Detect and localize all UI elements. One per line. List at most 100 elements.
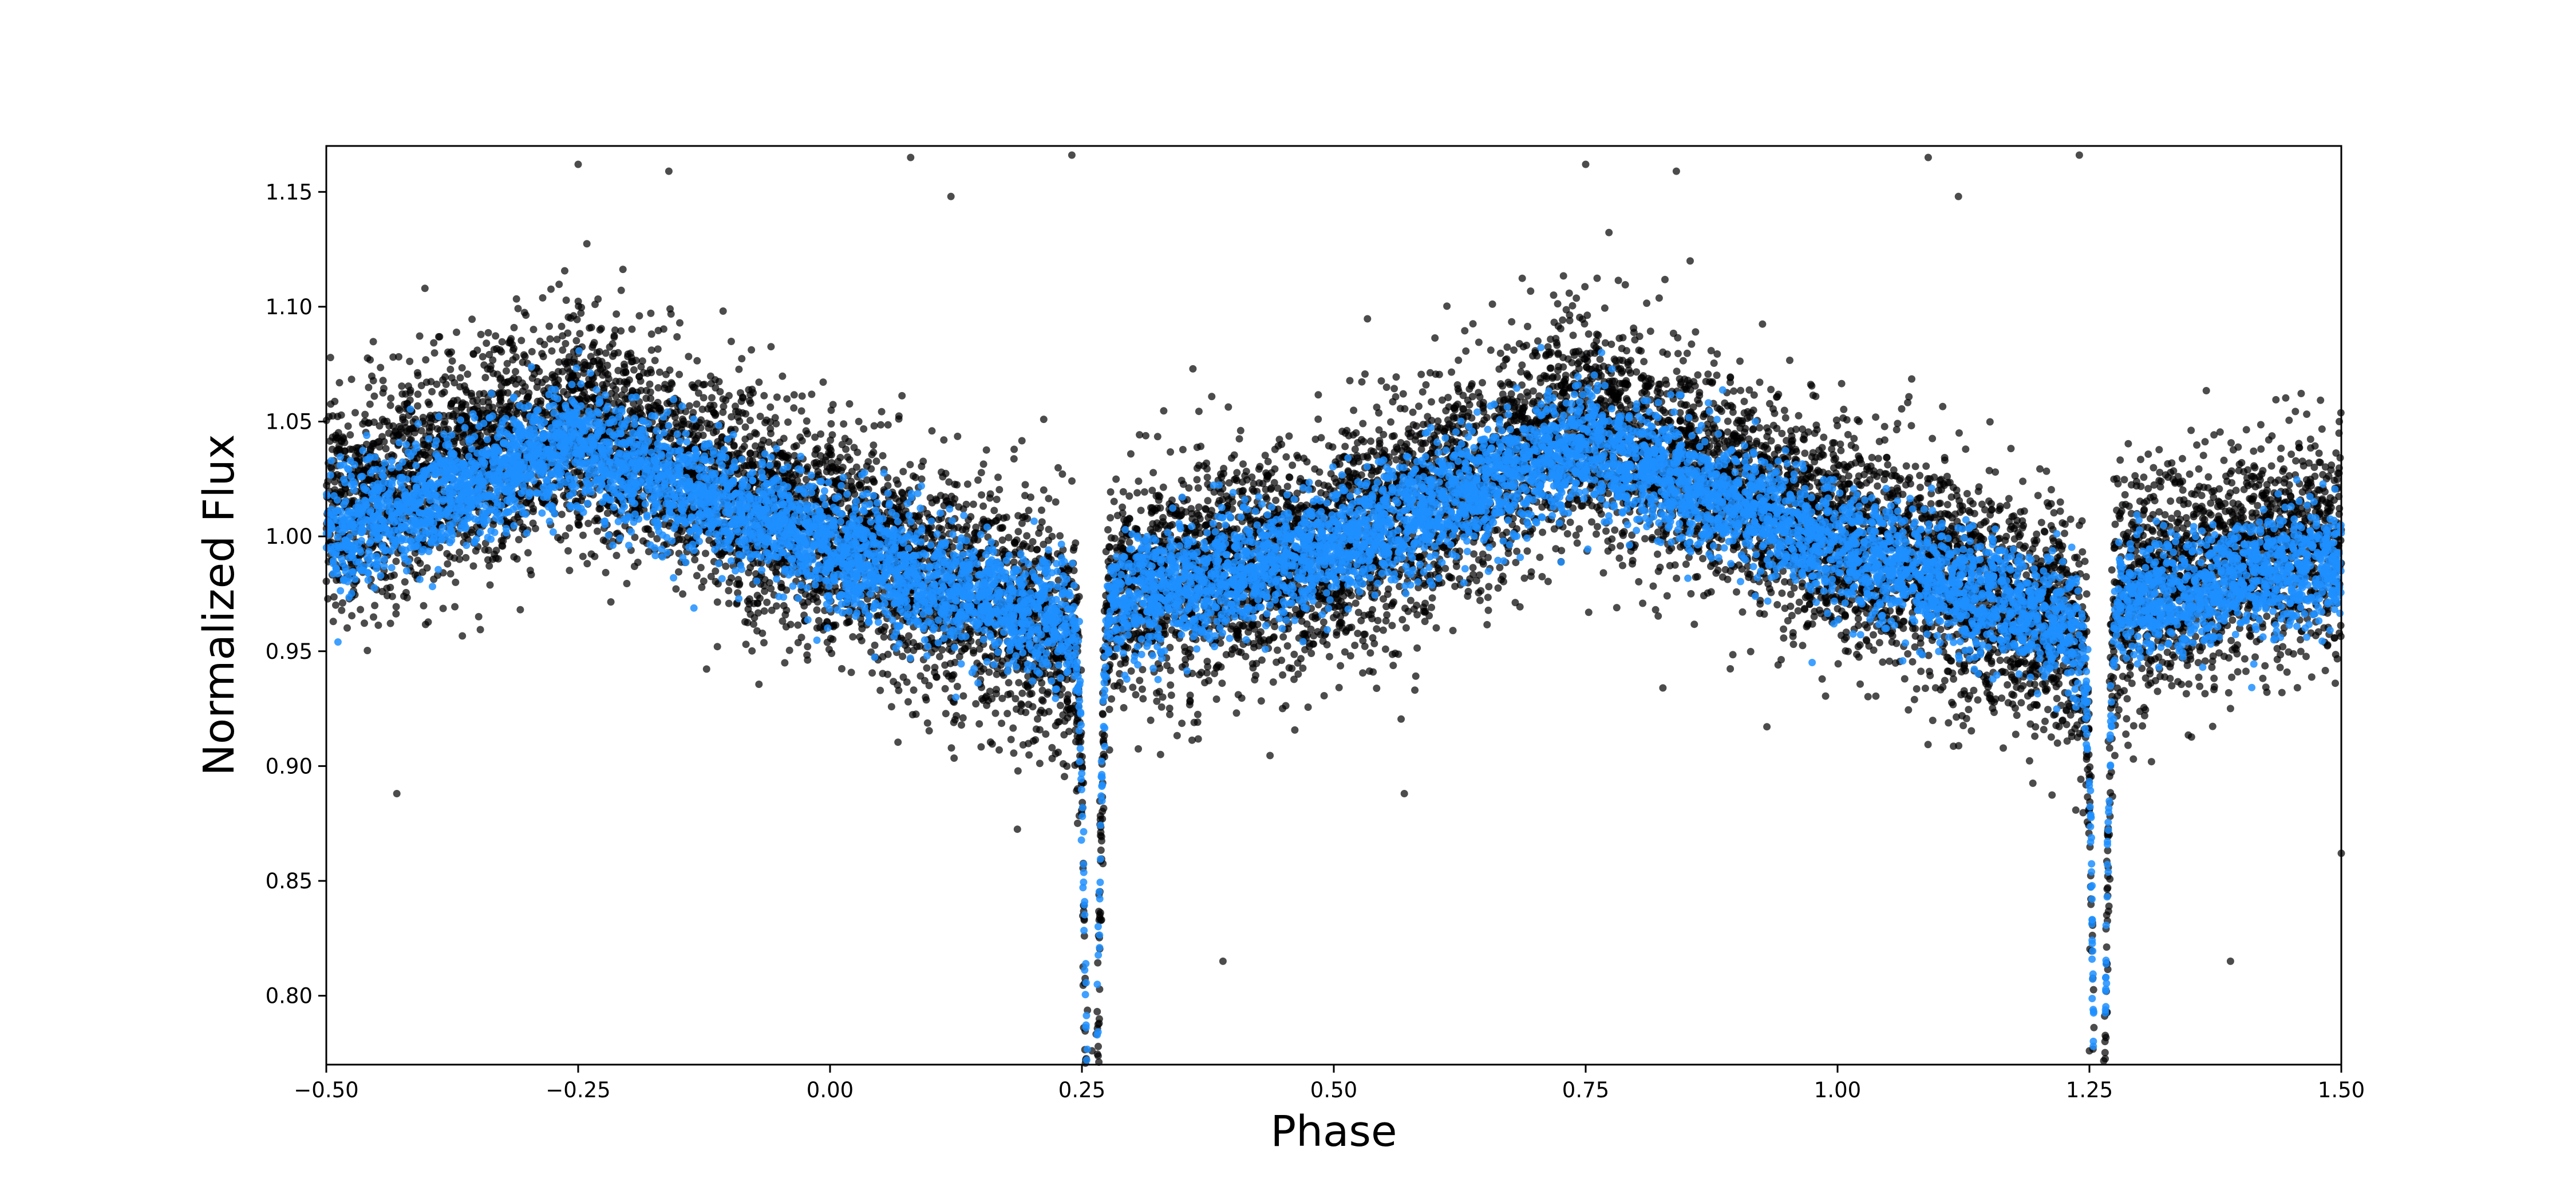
data-point — [1508, 318, 1516, 326]
data-point — [2317, 396, 2325, 404]
data-point — [779, 372, 787, 380]
data-point — [2004, 681, 2012, 689]
data-point — [2140, 711, 2148, 719]
data-point — [1943, 501, 1951, 509]
data-point — [1455, 356, 1463, 364]
data-point — [1015, 679, 1023, 687]
data-point — [898, 392, 906, 400]
data-point — [1713, 350, 1721, 358]
data-point — [1487, 346, 1495, 354]
data-point — [2263, 612, 2271, 620]
data-point — [1870, 631, 1877, 639]
data-point — [377, 363, 385, 371]
data-point — [2048, 791, 2056, 799]
data-point — [1165, 705, 1174, 712]
data-point — [1536, 553, 1544, 562]
data-point — [1351, 445, 1359, 453]
data-point — [502, 367, 510, 375]
data-point — [1736, 357, 1744, 365]
data-point — [2293, 684, 2301, 691]
data-point — [2061, 529, 2068, 537]
data-point — [2186, 470, 2194, 478]
data-point — [998, 719, 1006, 727]
data-point — [1690, 620, 1698, 628]
data-point — [1469, 320, 1477, 328]
data-point — [713, 643, 721, 651]
data-point — [1072, 539, 1080, 547]
data-point — [2179, 486, 2187, 494]
data-point — [2229, 616, 2237, 624]
data-point — [1212, 695, 1220, 703]
data-point — [1780, 625, 1788, 633]
data-point — [486, 581, 494, 589]
data-point — [1674, 350, 1682, 358]
data-point — [745, 569, 753, 576]
data-point — [530, 326, 538, 334]
data-point — [2103, 911, 2111, 919]
data-point — [1048, 744, 1056, 752]
data-point — [635, 312, 643, 320]
data-point — [1494, 584, 1502, 592]
data-point — [655, 368, 663, 376]
data-point — [528, 374, 536, 382]
data-point — [485, 403, 493, 411]
data-point — [767, 403, 775, 411]
data-point — [813, 606, 821, 614]
data-point — [931, 663, 939, 671]
data-point — [2139, 722, 2147, 730]
data-point — [870, 448, 878, 456]
data-point — [647, 346, 655, 354]
data-point — [1615, 554, 1623, 562]
data-point — [1105, 705, 1113, 713]
data-point — [2196, 682, 2204, 690]
data-point — [2226, 705, 2234, 713]
data-point — [2199, 515, 2207, 523]
data-point — [870, 422, 878, 430]
data-point — [555, 358, 563, 366]
data-point — [628, 325, 636, 333]
data-point — [725, 599, 733, 607]
data-point — [2147, 758, 2155, 766]
data-point — [936, 653, 943, 661]
data-point — [1294, 454, 1302, 462]
data-point — [1562, 306, 1570, 314]
data-point — [1496, 349, 1504, 357]
data-point — [849, 633, 857, 641]
data-point — [1352, 599, 1360, 607]
data-point — [707, 379, 715, 388]
data-point — [2202, 387, 2210, 394]
data-point — [1518, 274, 1526, 282]
data-point — [1235, 435, 1243, 443]
data-point — [2314, 628, 2322, 636]
data-point — [462, 553, 470, 562]
data-point — [443, 549, 451, 557]
data-point — [2195, 673, 2203, 681]
data-point — [1290, 650, 1298, 658]
data-point — [1569, 331, 1577, 339]
data-point — [1097, 846, 1105, 854]
data-point — [2315, 449, 2323, 457]
data-point — [1605, 228, 1613, 236]
data-point — [2047, 486, 2055, 493]
data-point — [485, 562, 493, 570]
data-point — [1496, 564, 1504, 571]
data-point — [2017, 699, 2025, 707]
data-point — [1189, 365, 1197, 373]
data-point — [512, 367, 519, 375]
data-point — [1679, 357, 1687, 365]
data-point — [746, 417, 754, 424]
data-point — [2036, 465, 2044, 473]
data-point — [1014, 512, 1022, 520]
data-point — [1375, 409, 1383, 417]
data-point — [1786, 357, 1793, 364]
data-point — [1275, 436, 1283, 444]
data-point — [697, 564, 705, 572]
data-point — [1139, 695, 1147, 703]
data-point — [1801, 449, 1809, 457]
data-point — [2250, 447, 2258, 455]
data-point — [653, 535, 661, 543]
data-point — [1784, 617, 1792, 624]
data-point — [1111, 535, 1119, 543]
data-point — [1710, 359, 1718, 367]
data-point — [919, 457, 927, 465]
